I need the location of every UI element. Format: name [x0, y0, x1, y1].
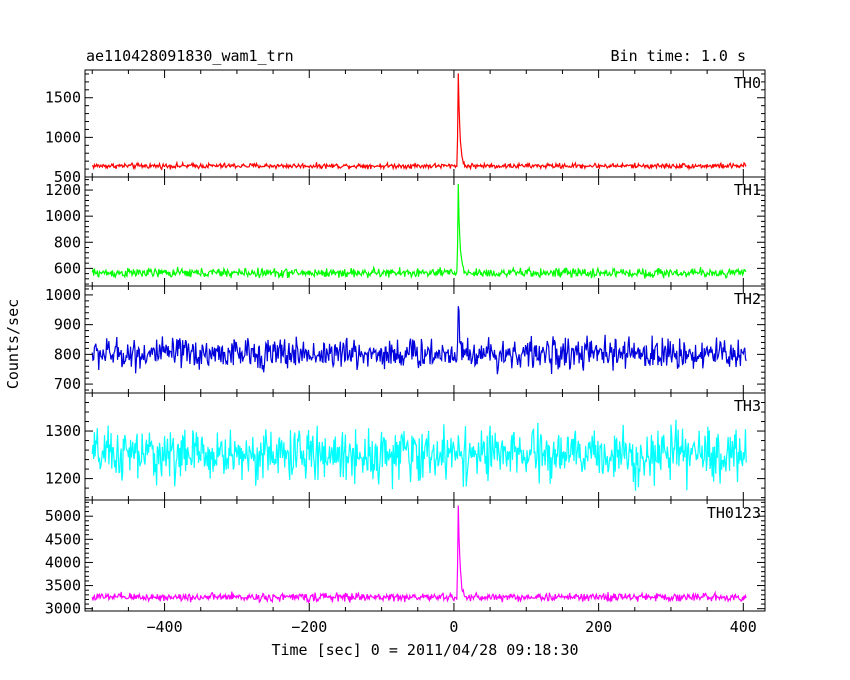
panel-label-th0123: TH0123 [707, 504, 761, 522]
y-tick-label: 3000 [45, 600, 81, 618]
panel-th2: 700 800 900 1000 TH2 [45, 285, 766, 394]
y-axis-label: Counts/sec [4, 299, 22, 389]
y-tick-label: 5000 [45, 507, 81, 525]
panel-th0: 500 1000 1500 TH0 [45, 69, 766, 186]
y-tick-label: 500 [54, 168, 81, 186]
x-tick-label: −400 [147, 618, 183, 636]
panels-group: 500 1000 1500 TH0 600 800 1000 1200 TH1 700 800 900… [45, 69, 766, 618]
panel-frame [84, 499, 766, 612]
panel-th3: 1200 1300 TH3 [45, 392, 766, 501]
panel-th1: 600 800 1000 1200 TH1 [45, 176, 766, 287]
y-tick-label: 800 [54, 345, 81, 363]
y-tick-label: 1200 [45, 181, 81, 199]
panel-label-th2: TH2 [734, 290, 761, 308]
y-tick-label: 3500 [45, 577, 81, 595]
series-line-th2 [91, 306, 747, 375]
y-tick-label: 700 [54, 375, 81, 393]
y-tick-label: 1000 [45, 128, 81, 146]
bin-time-label: Bin time: 1.0 s [611, 47, 746, 65]
y-tick-label: 4500 [45, 530, 81, 548]
x-tick-label: −200 [291, 618, 327, 636]
y-tick-label: 900 [54, 316, 81, 334]
panel-label-th0: TH0 [734, 74, 761, 92]
series-line-th3 [91, 419, 747, 491]
series-line-th0 [91, 73, 747, 171]
y-tick-label: 600 [54, 259, 81, 277]
y-tick-label: 1200 [45, 470, 81, 488]
panel-frame [84, 176, 766, 287]
y-tick-label: 1500 [45, 89, 81, 107]
series-line-th0123 [91, 505, 747, 604]
panel-th0123: 3000 3500 4000 4500 5000 TH0123 [45, 499, 766, 618]
y-tick-label: 1300 [45, 422, 81, 440]
y-tick-label: 1000 [45, 207, 81, 225]
panel-frame [84, 285, 766, 394]
panel-label-th1: TH1 [734, 181, 761, 199]
y-tick-label: 1000 [45, 286, 81, 304]
y-tick-label: 4000 [45, 553, 81, 571]
x-tick-label: 0 [449, 618, 458, 636]
x-axis-label: Time [sec] 0 = 2011/04/28 09:18:30 [271, 641, 578, 659]
x-axis: −400 −200 0 200 400 [147, 618, 757, 636]
series-line-th1 [91, 183, 747, 280]
x-tick-label: 200 [585, 618, 612, 636]
chart-title: ae110428091830_wam1_trn [86, 47, 294, 65]
panel-frame [84, 69, 766, 178]
y-tick-label: 800 [54, 233, 81, 251]
panel-label-th3: TH3 [734, 397, 761, 415]
x-tick-label: 400 [730, 618, 757, 636]
